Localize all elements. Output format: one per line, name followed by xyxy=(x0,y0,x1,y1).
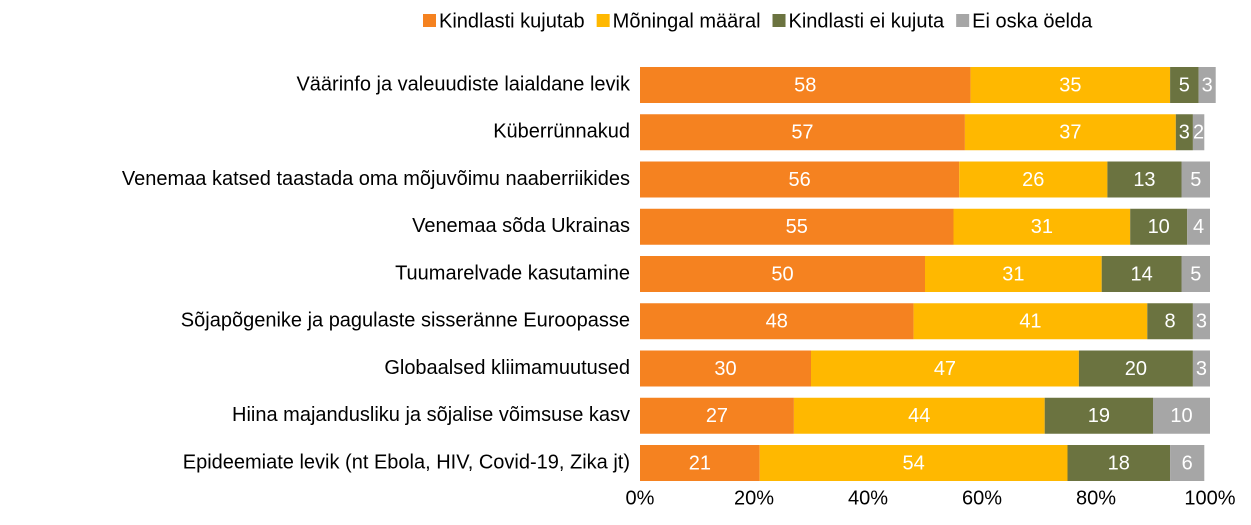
value-label: 30 xyxy=(714,358,736,380)
legend-swatch xyxy=(772,14,786,27)
value-label: 44 xyxy=(908,405,930,427)
value-label: 26 xyxy=(1022,169,1044,191)
bar-segment xyxy=(640,445,760,481)
value-label: 14 xyxy=(1130,263,1152,285)
bar-segment xyxy=(1130,208,1188,245)
value-label: 57 xyxy=(791,122,813,144)
value-label: 20 xyxy=(1125,358,1147,380)
bar-segment xyxy=(970,67,1171,103)
x-tick-label: 80% xyxy=(1076,487,1116,509)
bar-segment xyxy=(1067,445,1171,481)
value-label: 58 xyxy=(794,74,816,96)
bar-segment xyxy=(640,303,914,340)
category-label: Sõjapõgenike ja pagulaste sisseränne Eur… xyxy=(181,310,630,332)
category-label: Venemaa katsed taastada oma mõjuvõimu na… xyxy=(122,168,630,190)
x-tick-label: 20% xyxy=(734,487,774,509)
value-label: 2 xyxy=(1193,122,1204,144)
bar-segment xyxy=(1044,397,1153,434)
legend-label: Kindlasti kujutab xyxy=(439,10,585,32)
value-label: 10 xyxy=(1148,216,1170,238)
bar-segment xyxy=(1175,114,1193,151)
category-label: Tuumarelvade kasutamine xyxy=(395,262,630,284)
bar-segment xyxy=(1078,350,1193,387)
bar-segment xyxy=(913,303,1148,340)
bar-segment xyxy=(1147,303,1193,340)
category-label: Hiina majandusliku ja sõjalise võimsuse … xyxy=(232,404,630,426)
category-label: Küberrünnakud xyxy=(493,121,630,143)
value-label: 27 xyxy=(706,405,728,427)
value-label: 21 xyxy=(689,452,711,474)
bar-segment xyxy=(925,256,1102,292)
bar-segment xyxy=(640,208,954,245)
bar-segment xyxy=(793,397,1045,434)
value-label: 47 xyxy=(934,358,956,380)
bar-segment xyxy=(1192,114,1205,151)
legend-label: Ei oska öelda xyxy=(972,10,1093,32)
bar-segment xyxy=(759,445,1068,481)
bar-segment xyxy=(953,208,1131,245)
value-label: 31 xyxy=(1002,263,1024,285)
value-label: 31 xyxy=(1031,216,1053,238)
value-label: 54 xyxy=(902,452,924,474)
value-label: 35 xyxy=(1059,74,1081,96)
bar-segment xyxy=(640,114,965,151)
x-tick-label: 40% xyxy=(848,487,888,509)
value-label: 3 xyxy=(1202,74,1213,96)
bar-segment xyxy=(1192,350,1210,387)
bar-segment xyxy=(640,397,794,434)
bar-segment xyxy=(1181,161,1210,198)
value-label: 48 xyxy=(766,311,788,333)
x-tick-label: 60% xyxy=(962,487,1002,509)
bar-segment xyxy=(1170,445,1205,481)
value-label: 3 xyxy=(1196,311,1207,333)
bar-segment xyxy=(1170,67,1199,103)
value-label: 10 xyxy=(1170,405,1192,427)
value-label: 13 xyxy=(1133,169,1155,191)
value-label: 56 xyxy=(788,169,810,191)
bar-segment xyxy=(1181,256,1210,292)
bar-segment xyxy=(1107,161,1182,198)
value-label: 18 xyxy=(1108,452,1130,474)
bar-segment xyxy=(1101,256,1182,292)
legend-swatch xyxy=(956,14,970,27)
value-label: 3 xyxy=(1179,122,1190,144)
category-label: Epideemiate levik (nt Ebola, HIV, Covid-… xyxy=(183,451,630,473)
legend-label: Kindlasti ei kujuta xyxy=(789,10,946,32)
category-label: Globaalsed kliimamuutused xyxy=(384,357,630,379)
bar-segment xyxy=(964,114,1176,151)
x-tick-label: 0% xyxy=(626,487,655,509)
bar-segment xyxy=(1153,397,1210,434)
value-label: 3 xyxy=(1196,358,1207,380)
value-label: 50 xyxy=(771,263,793,285)
legend-label: Mõningal määral xyxy=(613,10,761,32)
value-label: 8 xyxy=(1165,311,1176,333)
bar-segment xyxy=(1198,67,1216,103)
bar-segment xyxy=(1192,303,1210,340)
value-label: 5 xyxy=(1190,263,1201,285)
value-label: 4 xyxy=(1193,216,1204,238)
bar-segment xyxy=(811,350,1079,387)
value-label: 6 xyxy=(1182,452,1193,474)
value-label: 5 xyxy=(1190,169,1201,191)
category-label: Väärinfo ja valeuudiste laialdane levik xyxy=(296,73,631,95)
bar-segment xyxy=(959,161,1108,198)
value-label: 5 xyxy=(1179,74,1190,96)
bar-segment xyxy=(640,67,971,103)
value-label: 41 xyxy=(1019,311,1041,333)
value-label: 55 xyxy=(786,216,808,238)
x-tick-label: 100% xyxy=(1184,487,1235,509)
bar-segment xyxy=(1187,208,1210,245)
legend-swatch xyxy=(423,14,436,27)
category-label: Venemaa sõda Ukrainas xyxy=(412,215,630,237)
legend-swatch xyxy=(596,14,610,27)
bar-segment xyxy=(640,256,925,292)
value-label: 37 xyxy=(1059,122,1081,144)
bar-segment xyxy=(640,161,960,198)
bar-segment xyxy=(640,350,811,387)
value-label: 19 xyxy=(1088,405,1110,427)
